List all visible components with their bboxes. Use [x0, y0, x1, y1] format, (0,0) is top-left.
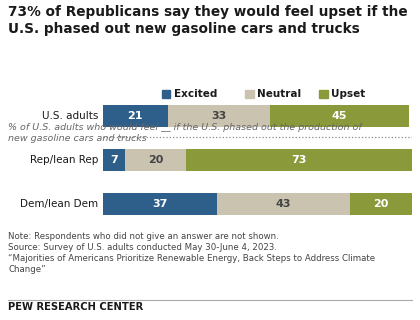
Bar: [162, 90, 170, 98]
Text: Upset: Upset: [331, 89, 365, 99]
Text: Excited: Excited: [174, 89, 217, 99]
Bar: [124, 149, 186, 171]
Text: 20: 20: [148, 155, 163, 165]
Text: 73% of Republicans say they would feel upset if the
U.S. phased out new gasoline: 73% of Republicans say they would feel u…: [8, 5, 408, 36]
Bar: [245, 90, 254, 98]
Text: 7: 7: [110, 155, 118, 165]
Text: Note: Respondents who did not give an answer are not shown.
Source: Survey of U.: Note: Respondents who did not give an an…: [8, 232, 375, 274]
Text: Rep/lean Rep: Rep/lean Rep: [30, 155, 98, 165]
Text: % of U.S. adults who would feel __ if the U.S. phased out the production of
new : % of U.S. adults who would feel __ if th…: [8, 123, 362, 143]
Bar: [103, 105, 168, 127]
Bar: [168, 105, 270, 127]
Text: 21: 21: [128, 111, 143, 121]
Text: 37: 37: [152, 199, 168, 209]
Text: Neutral: Neutral: [257, 89, 302, 99]
Text: 20: 20: [373, 199, 388, 209]
Bar: [186, 149, 412, 171]
Bar: [217, 193, 350, 215]
Text: Dem/lean Dem: Dem/lean Dem: [20, 199, 98, 209]
Bar: [103, 149, 124, 171]
Text: 43: 43: [276, 199, 291, 209]
Text: 45: 45: [331, 111, 347, 121]
Text: U.S. adults: U.S. adults: [42, 111, 98, 121]
Bar: [319, 90, 328, 98]
Bar: [270, 105, 409, 127]
Bar: [103, 193, 217, 215]
Bar: [350, 193, 412, 215]
Text: PEW RESEARCH CENTER: PEW RESEARCH CENTER: [8, 302, 144, 312]
Text: 73: 73: [291, 155, 307, 165]
Text: 33: 33: [211, 111, 226, 121]
